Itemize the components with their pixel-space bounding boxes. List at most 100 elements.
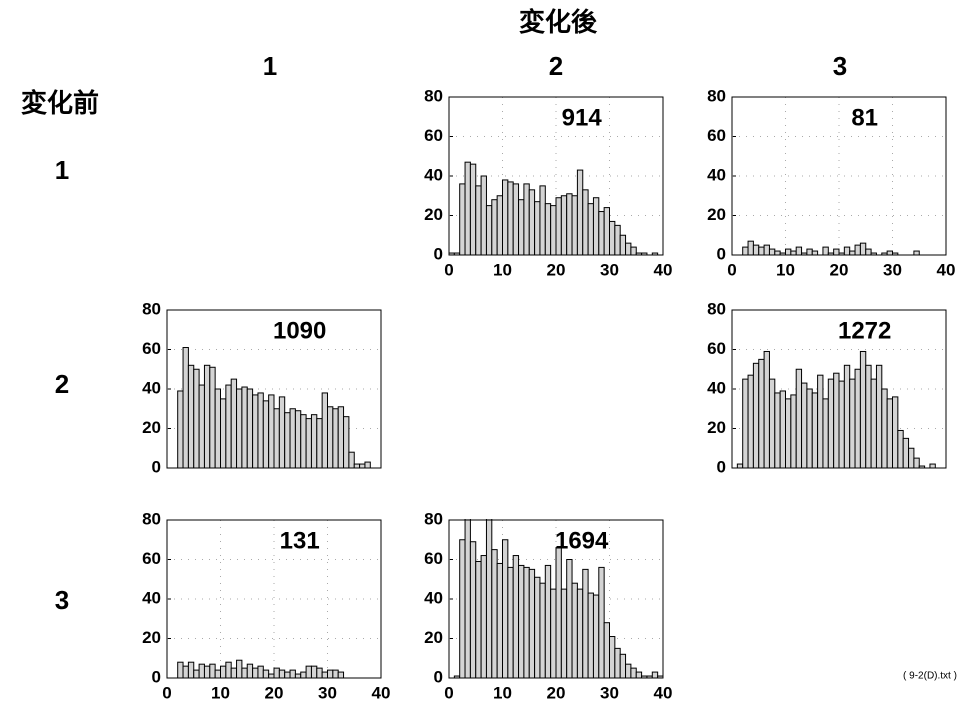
row-label: 1 <box>55 155 69 185</box>
bar <box>582 568 589 678</box>
bar <box>528 189 536 255</box>
histogram-panel: 0 20 40 60 80 1272 <box>707 299 947 476</box>
y-tick-label: 0 <box>434 667 443 686</box>
bar <box>592 594 600 678</box>
y-tick-label: 60 <box>142 339 161 358</box>
bar <box>571 582 578 678</box>
bar <box>555 547 562 678</box>
bar <box>177 390 184 468</box>
plot-frame <box>166 519 382 679</box>
bar <box>182 347 189 468</box>
y-tick-label: 80 <box>707 86 726 105</box>
y-tick-label: 0 <box>152 457 161 476</box>
bar <box>284 412 291 468</box>
bar <box>512 183 520 255</box>
bar <box>539 582 546 678</box>
bar <box>305 665 312 678</box>
bar <box>289 408 296 468</box>
y-tick-label: 0 <box>434 244 443 263</box>
bar <box>870 378 877 468</box>
column-title: 変化後 <box>519 7 598 37</box>
y-tick-label: 40 <box>707 378 726 397</box>
bar <box>523 183 530 255</box>
bar <box>806 388 813 468</box>
column-label: 2 <box>549 51 563 81</box>
bar <box>897 429 904 468</box>
bar <box>817 374 824 468</box>
bar <box>790 394 797 468</box>
bar <box>571 195 578 255</box>
bar <box>752 362 760 468</box>
bar <box>491 549 498 678</box>
row-title: 変化前 <box>21 88 99 118</box>
count-annotation: 81 <box>851 104 878 131</box>
bar <box>630 667 637 678</box>
y-tick-label: 40 <box>142 378 161 397</box>
bar <box>305 418 312 468</box>
bar <box>321 392 328 468</box>
bar <box>881 388 888 468</box>
y-tick-label: 40 <box>142 588 161 607</box>
bar <box>475 560 482 678</box>
bar <box>598 211 605 255</box>
bars <box>742 240 920 255</box>
bar <box>603 207 611 255</box>
y-tick-label: 80 <box>142 509 161 528</box>
bar <box>833 248 840 255</box>
bar <box>785 398 792 468</box>
bar <box>886 250 894 255</box>
bar <box>252 394 259 468</box>
bar <box>576 588 584 678</box>
bar <box>459 539 466 678</box>
count-annotation: 1272 <box>838 317 891 344</box>
bar <box>560 195 568 255</box>
bar <box>257 665 264 678</box>
bars <box>177 347 371 468</box>
bar <box>560 588 568 678</box>
plot-frame <box>448 96 664 256</box>
bar <box>929 463 936 468</box>
bar <box>892 396 899 468</box>
plot-frame <box>166 309 382 469</box>
bar <box>203 665 211 678</box>
bar <box>833 372 840 468</box>
bar <box>364 461 371 468</box>
bar <box>225 661 232 678</box>
bar <box>875 364 883 468</box>
bar <box>779 390 787 468</box>
bar <box>811 392 819 468</box>
bar <box>252 667 259 678</box>
bar <box>758 358 765 468</box>
bar <box>566 559 573 678</box>
x-tick-label: 20 <box>547 683 566 702</box>
bar <box>262 669 270 678</box>
bar <box>187 661 195 678</box>
bar <box>300 671 307 678</box>
bar <box>603 622 611 678</box>
bar <box>300 414 307 468</box>
bar <box>225 384 232 468</box>
plot-frame <box>731 96 947 256</box>
plot-frame <box>448 519 664 679</box>
bar <box>582 189 589 255</box>
x-tick-label: 0 <box>444 683 453 702</box>
bar <box>332 669 339 678</box>
bar <box>854 368 861 468</box>
histogram-panel: 0 20 40 60 80 1090 <box>142 299 382 476</box>
bar <box>343 416 350 468</box>
bar <box>502 179 509 255</box>
bar <box>651 671 659 678</box>
bar <box>230 378 238 468</box>
bar <box>348 451 355 468</box>
x-tick-label: 10 <box>211 683 230 702</box>
bar <box>220 398 227 468</box>
bar <box>657 675 663 678</box>
plot-frame <box>731 309 947 469</box>
y-tick-label: 20 <box>707 205 726 224</box>
bar <box>294 410 302 468</box>
bar <box>619 234 627 255</box>
bar <box>485 519 493 678</box>
x-tick-label: 0 <box>162 683 171 702</box>
y-tick-label: 60 <box>142 549 161 568</box>
